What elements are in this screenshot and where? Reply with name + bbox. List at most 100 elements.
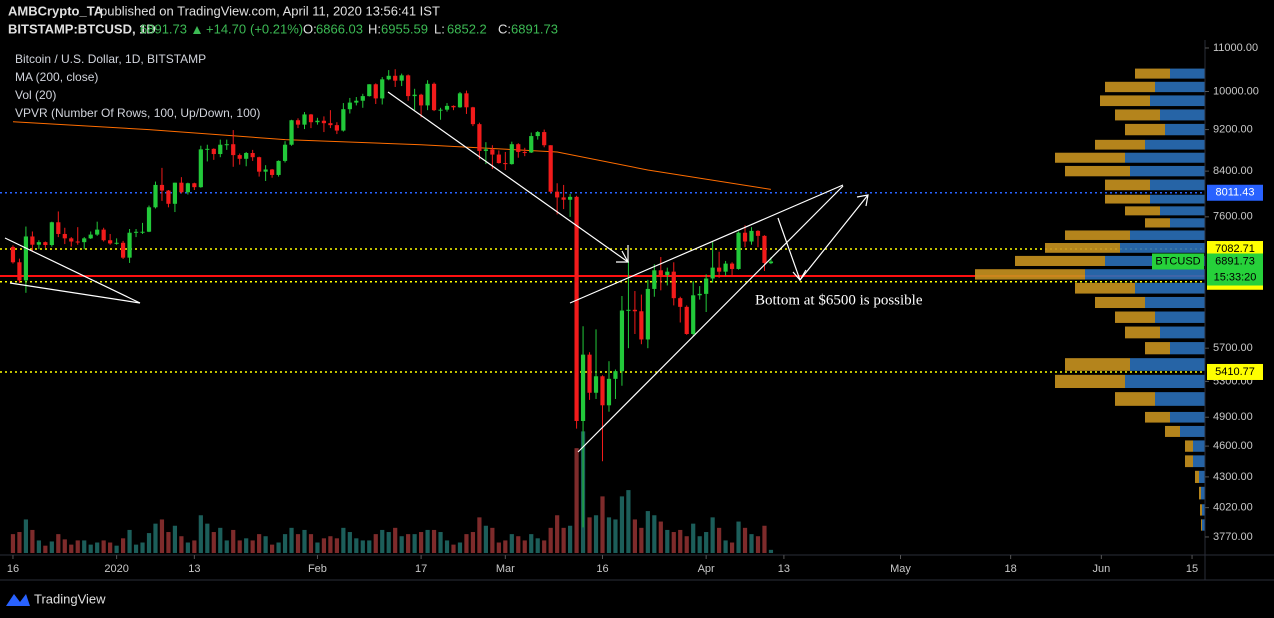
vpvr-down (1100, 95, 1150, 107)
volume-bar (425, 529, 430, 553)
vpvr-up (1165, 123, 1205, 136)
volume-bar (658, 521, 663, 553)
candle-body (419, 94, 424, 106)
vpvr-down (1055, 152, 1125, 163)
candle-body (555, 191, 560, 198)
candle-body (153, 184, 158, 208)
candle-body (723, 263, 728, 272)
vpvr-up (1150, 95, 1205, 107)
volume-bar (315, 542, 320, 553)
last-price: 6891.73 (140, 21, 187, 36)
candle-body (17, 262, 22, 281)
candle-body (166, 190, 171, 204)
volume-bar (367, 540, 372, 553)
vpvr-down (1095, 139, 1145, 150)
level-label: 8011.43 (1216, 187, 1255, 199)
candle-body (645, 288, 650, 340)
vpvr-up (1135, 282, 1205, 294)
change-pct: (+0.21%) (250, 21, 303, 36)
candle-body (347, 102, 352, 110)
ohlc-label: C: (498, 21, 511, 36)
volume-bar (146, 533, 152, 553)
volume-bar (529, 534, 534, 553)
candle-body (652, 270, 657, 289)
volume-bar (555, 515, 560, 553)
candle-body (606, 378, 612, 406)
candle-body (114, 242, 119, 244)
volume-bar (185, 542, 190, 553)
volume-bar (263, 536, 268, 553)
vpvr-up (1160, 326, 1205, 339)
ohlc-value: 6866.03 (316, 21, 363, 36)
candle-body (224, 144, 229, 146)
volume-bar (237, 540, 242, 553)
y-tick-label: 4600.00 (1213, 440, 1253, 452)
candle-body (302, 114, 307, 125)
volume-bar (606, 517, 612, 553)
candle-body (393, 75, 398, 81)
x-tick-label: 16 (596, 563, 608, 575)
drawings: Bottom at $6500 is possible (4, 91, 923, 453)
candle-body (658, 270, 663, 276)
candle-body (516, 144, 521, 152)
volume-bar (749, 534, 754, 553)
candle-body (10, 246, 16, 263)
ohlc-value: 6891.73 (511, 21, 558, 36)
volume-bar (88, 544, 93, 553)
candle-body (613, 371, 618, 379)
ohlc-label: O: (303, 21, 317, 36)
level-label: 5410.77 (1215, 366, 1255, 378)
ohlc-label: L: (434, 21, 445, 36)
candle-body (263, 169, 268, 172)
volume-bar (600, 496, 605, 553)
volume-bar (302, 529, 307, 553)
volume-bar (373, 534, 378, 553)
vpvr-down (1145, 411, 1170, 423)
vpvr-down (1125, 123, 1165, 136)
candle-body (587, 354, 592, 393)
vpvr-up (1193, 440, 1205, 452)
volume-bar (671, 532, 676, 553)
volume-bar (665, 529, 670, 553)
vpvr-down (1065, 165, 1130, 177)
volume-bar (120, 538, 126, 553)
annotation: Bottom at $6500 is possible (755, 292, 923, 308)
volume-bar (166, 532, 171, 553)
candle-body (373, 84, 378, 99)
candle-body (205, 148, 210, 150)
vpvr-up (1160, 206, 1205, 216)
volume-bar (257, 534, 262, 553)
volume-bar (95, 542, 100, 553)
x-tick-label: 18 (1005, 563, 1017, 575)
volume-bar (218, 527, 223, 553)
volume-bar (244, 538, 249, 553)
candle-body (490, 149, 495, 155)
candle-body (198, 149, 203, 188)
candle-body (522, 151, 527, 153)
candle-body (43, 242, 48, 246)
volume-bar (360, 540, 365, 553)
candle-body (684, 306, 689, 334)
volume-bar (101, 540, 106, 553)
vpvr-down (1065, 230, 1130, 240)
candle-body (593, 376, 599, 393)
vpvr-up (1150, 194, 1205, 204)
candle-body (146, 207, 152, 232)
volume-bar (542, 540, 547, 553)
candle-body (56, 222, 61, 234)
volume-bar (75, 540, 80, 553)
volume-bar (626, 490, 631, 553)
volume-bar (516, 536, 521, 553)
candle-body (483, 149, 488, 151)
candle-body (140, 231, 145, 233)
volume-bar (438, 532, 443, 553)
vpvr-down (1145, 218, 1170, 228)
vpvr-down (1115, 109, 1160, 121)
y-tick-label: 5700.00 (1213, 342, 1253, 354)
volume-bar (593, 515, 599, 553)
candle-body (120, 242, 126, 258)
volume-bar (652, 515, 657, 553)
y-tick-label: 11000.00 (1213, 42, 1258, 54)
author: AMBCrypto_TA (8, 3, 104, 18)
candle-body (729, 263, 735, 269)
